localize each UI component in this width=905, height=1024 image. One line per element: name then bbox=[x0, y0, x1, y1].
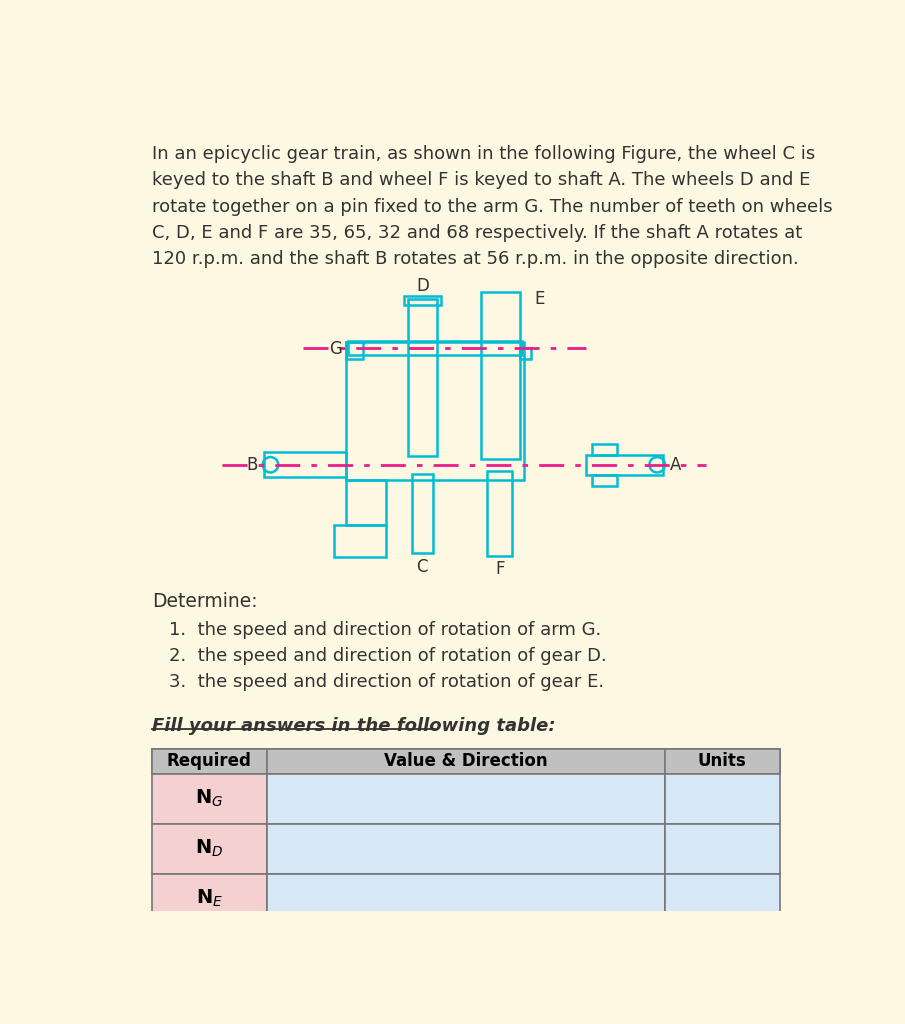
Bar bbox=[407, 299, 437, 456]
Bar bbox=[267, 823, 665, 873]
Bar bbox=[520, 348, 531, 358]
Bar bbox=[592, 475, 617, 485]
Text: G: G bbox=[329, 340, 342, 358]
Bar bbox=[152, 749, 779, 773]
Bar bbox=[334, 525, 386, 557]
Text: Value & Direction: Value & Direction bbox=[384, 753, 548, 770]
Bar bbox=[665, 749, 779, 773]
Bar bbox=[152, 749, 267, 773]
Bar bbox=[267, 873, 665, 924]
Text: N$_D$: N$_D$ bbox=[195, 838, 224, 859]
Text: C, D, E and F are 35, 65, 32 and 68 respectively. If the shaft A rotates at: C, D, E and F are 35, 65, 32 and 68 resp… bbox=[152, 224, 802, 242]
Bar bbox=[592, 444, 617, 455]
Text: C: C bbox=[416, 558, 428, 575]
Bar bbox=[152, 823, 267, 873]
Bar bbox=[665, 873, 779, 924]
Bar bbox=[488, 471, 512, 556]
Bar bbox=[412, 474, 433, 553]
Bar bbox=[346, 342, 363, 358]
Text: 120 r.p.m. and the shaft B rotates at 56 r.p.m. in the opposite direction.: 120 r.p.m. and the shaft B rotates at 56… bbox=[152, 250, 798, 268]
Text: D: D bbox=[416, 276, 429, 295]
Text: F: F bbox=[495, 560, 505, 579]
Bar bbox=[665, 773, 779, 823]
Bar bbox=[267, 773, 665, 823]
Text: 1.  the speed and direction of rotation of arm G.: 1. the speed and direction of rotation o… bbox=[169, 622, 601, 639]
Bar bbox=[264, 453, 346, 477]
Bar bbox=[346, 342, 524, 480]
Text: 2.  the speed and direction of rotation of gear D.: 2. the speed and direction of rotation o… bbox=[169, 647, 606, 666]
Text: Required: Required bbox=[167, 753, 252, 770]
Text: Determine:: Determine: bbox=[152, 592, 258, 610]
Text: N$_G$: N$_G$ bbox=[195, 787, 224, 809]
Text: B: B bbox=[247, 456, 258, 474]
Text: 3.  the speed and direction of rotation of gear E.: 3. the speed and direction of rotation o… bbox=[169, 674, 604, 691]
Text: Units: Units bbox=[698, 753, 747, 770]
Text: E: E bbox=[534, 290, 544, 308]
Bar bbox=[481, 292, 520, 459]
Bar bbox=[152, 773, 267, 823]
Text: rotate together on a pin fixed to the arm G. The number of teeth on wheels: rotate together on a pin fixed to the ar… bbox=[152, 198, 833, 216]
Bar bbox=[348, 341, 521, 354]
Text: N$_E$: N$_E$ bbox=[195, 888, 223, 909]
Text: Fill your answers in the following table:: Fill your answers in the following table… bbox=[152, 717, 556, 734]
Bar bbox=[404, 296, 441, 305]
Bar bbox=[586, 455, 663, 475]
Bar bbox=[152, 873, 267, 924]
Bar bbox=[665, 823, 779, 873]
Bar bbox=[267, 749, 665, 773]
Bar bbox=[346, 480, 386, 525]
Text: A: A bbox=[670, 456, 681, 474]
Text: keyed to the shaft B and wheel F is keyed to shaft A. The wheels D and E: keyed to the shaft B and wheel F is keye… bbox=[152, 171, 810, 189]
Text: In an epicyclic gear train, as shown in the following Figure, the wheel C is: In an epicyclic gear train, as shown in … bbox=[152, 145, 815, 163]
